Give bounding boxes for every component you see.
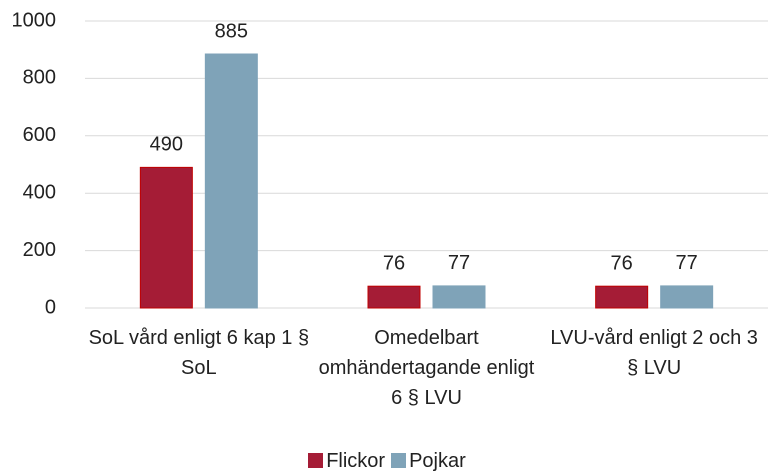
y-tick-label: 0 [45, 296, 56, 318]
y-tick-label: 800 [23, 67, 56, 89]
data-label: 76 [611, 252, 633, 274]
y-tick-label: 400 [23, 181, 56, 203]
bar [595, 285, 649, 309]
y-tick-label: 1000 [12, 9, 57, 31]
x-tick-label: LVU-vård enligt 2 och 3 § LVU [550, 327, 758, 379]
legend-label: Flickor [326, 450, 386, 472]
bar [367, 285, 421, 309]
bar [660, 285, 714, 309]
legend: Flickor Pojkar [0, 450, 768, 473]
bar [432, 285, 486, 309]
y-tick-label: 600 [23, 124, 56, 146]
data-label: 76 [383, 252, 405, 274]
bar [139, 166, 193, 309]
data-label: 490 [150, 134, 183, 156]
legend-label: Pojkar [409, 450, 466, 472]
x-tick-label: SoL vård enligt 6 kap 1 § SoL [88, 327, 310, 379]
x-tick-label: Omedelbart omhändertagande enligt 6 § LV… [318, 327, 535, 409]
legend-swatch [391, 453, 407, 468]
data-label: 77 [448, 252, 470, 274]
legend-swatch [308, 453, 324, 468]
bar [204, 53, 258, 309]
data-label: 885 [215, 20, 248, 42]
data-label: 77 [676, 252, 698, 274]
y-tick-label: 200 [23, 239, 56, 261]
